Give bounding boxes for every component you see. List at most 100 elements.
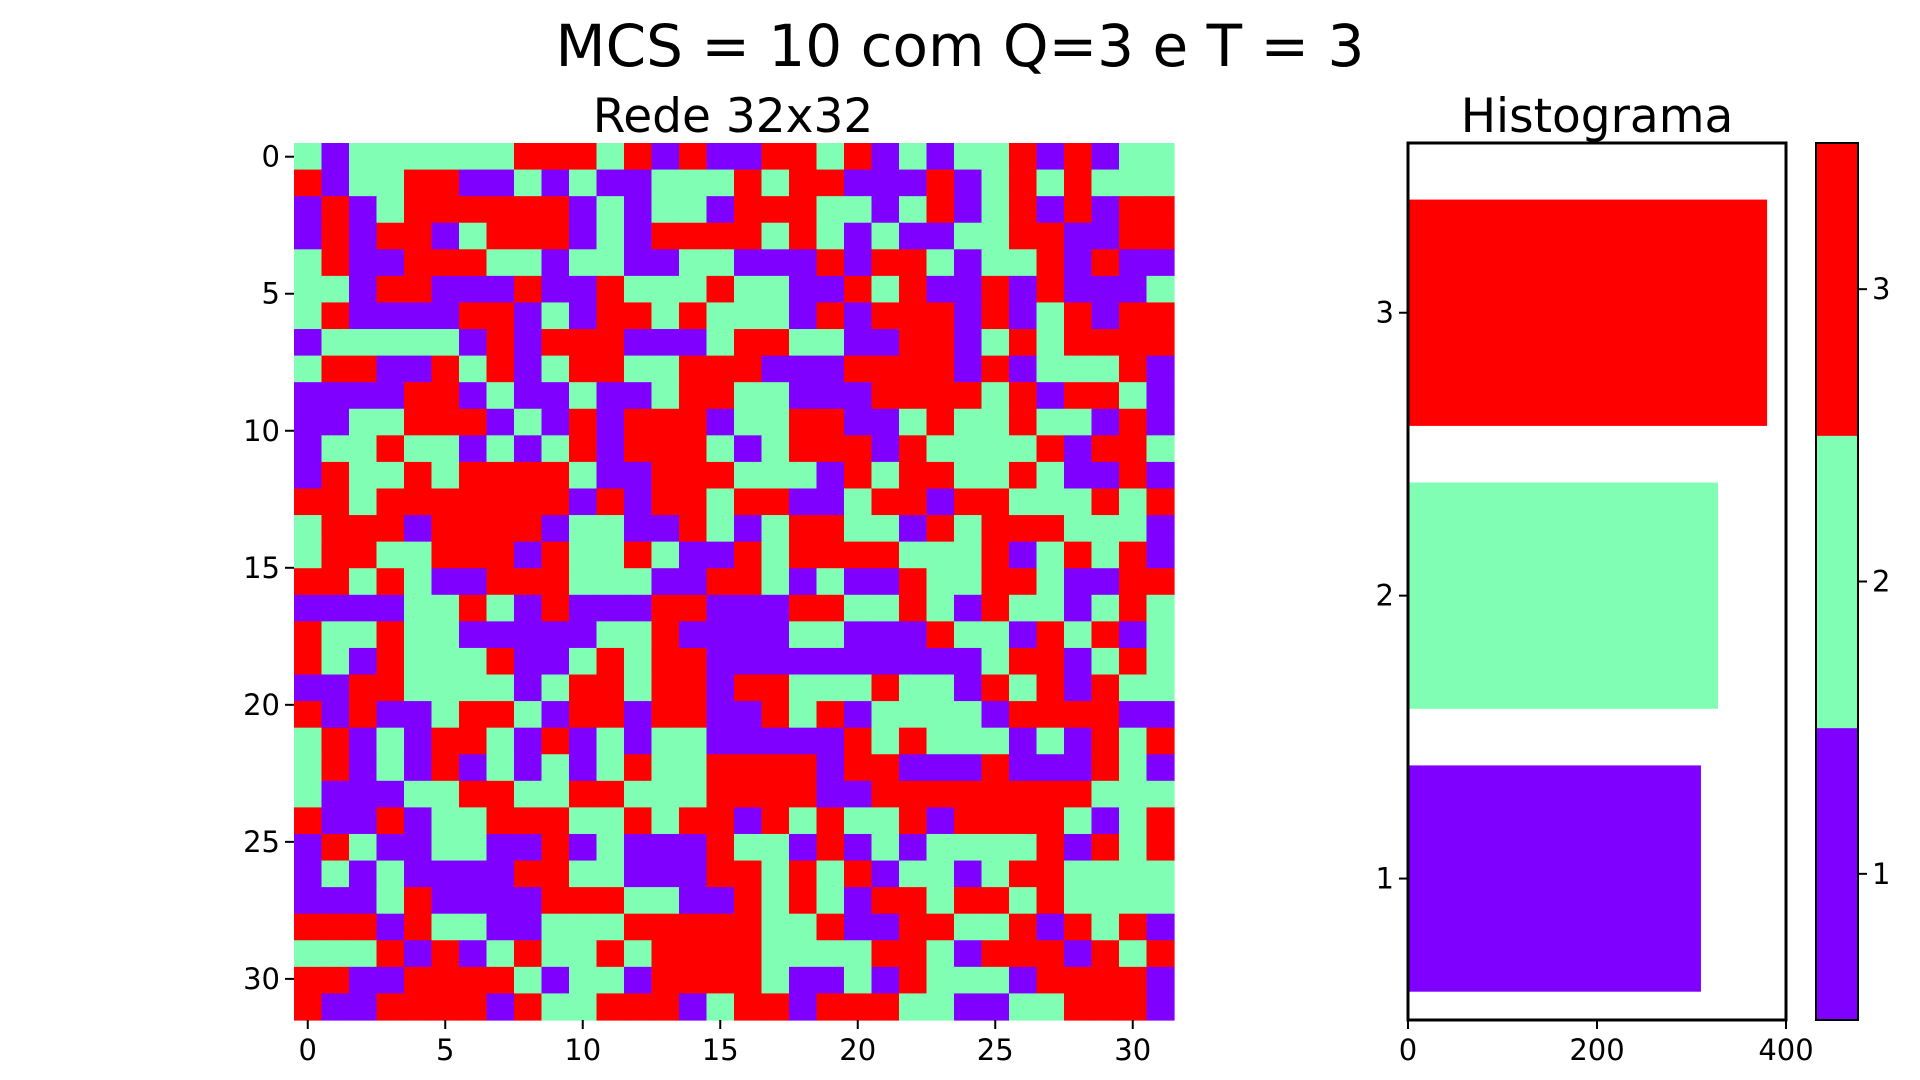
lattice-cell xyxy=(706,727,735,755)
lattice-cell xyxy=(1119,833,1148,862)
lattice-cell xyxy=(926,249,955,277)
lattice-cell xyxy=(954,621,983,649)
lattice-cell xyxy=(376,515,405,543)
lattice-cell xyxy=(706,143,735,171)
lattice-cell xyxy=(679,993,708,1021)
lattice-cell xyxy=(706,647,735,676)
lattice-cell xyxy=(816,169,845,197)
lattice-cell xyxy=(899,940,928,968)
lattice-cell xyxy=(1146,408,1175,436)
lattice-cell xyxy=(514,249,543,277)
lattice-cell xyxy=(541,222,570,250)
lattice-cell xyxy=(404,940,433,968)
lattice-cell xyxy=(596,408,625,436)
lattice-cell xyxy=(431,382,460,410)
lattice-cell xyxy=(459,541,488,569)
lattice-cell xyxy=(844,249,873,277)
lattice-cell xyxy=(679,302,708,330)
lattice-cell xyxy=(514,833,543,862)
lattice-cell xyxy=(431,222,460,250)
lattice-cell xyxy=(706,461,735,490)
lattice-cell xyxy=(431,940,460,968)
lattice-cell xyxy=(321,647,350,676)
lattice-cell xyxy=(816,621,845,649)
lattice-cell xyxy=(679,966,708,995)
lattice-cell xyxy=(734,488,763,516)
lattice-cell xyxy=(624,249,653,277)
lattice-cell xyxy=(624,461,653,490)
lattice-cell xyxy=(926,382,955,410)
lattice-cell xyxy=(321,382,350,410)
lattice-cell xyxy=(651,435,680,463)
lattice-cell xyxy=(706,621,735,649)
lattice-cell xyxy=(624,780,653,808)
lattice-cell xyxy=(734,408,763,436)
colorbar-segments xyxy=(1816,143,1858,1021)
lattice-cell xyxy=(569,887,598,915)
lattice-cell xyxy=(679,488,708,516)
lattice-cell xyxy=(1119,169,1148,197)
lattice-cell xyxy=(1146,222,1175,250)
lattice-cell xyxy=(679,408,708,436)
lattice-cell xyxy=(651,993,680,1021)
lattice-cell xyxy=(321,727,350,755)
lattice-cell xyxy=(926,355,955,383)
lattice-cell xyxy=(349,807,378,835)
lattice-cell xyxy=(816,435,845,463)
lattice-cell xyxy=(761,780,790,808)
lattice-cell xyxy=(954,461,983,490)
lattice-cell xyxy=(624,382,653,410)
lattice-cell xyxy=(899,860,928,888)
lattice-cell xyxy=(1009,169,1038,197)
lattice-y-ticks: 0 5 10 15 20 25 30 xyxy=(243,140,294,996)
lattice-cell xyxy=(844,780,873,808)
lattice-cell xyxy=(624,993,653,1021)
lattice-cell xyxy=(294,913,323,941)
lattice-cell xyxy=(376,674,405,702)
lattice-cell xyxy=(376,222,405,250)
colorbar-segment xyxy=(1816,727,1858,1021)
lattice-cell xyxy=(514,355,543,383)
lattice-cell xyxy=(981,647,1010,676)
lattice-cell xyxy=(376,913,405,941)
lattice-cell xyxy=(541,143,570,171)
lattice-cell xyxy=(1091,860,1120,888)
lattice-cell xyxy=(981,222,1010,250)
colorbar-segment xyxy=(1816,435,1858,729)
lattice-cell xyxy=(321,143,350,171)
lattice-cell xyxy=(1091,275,1120,304)
lattice-cell xyxy=(431,461,460,490)
lattice-cell xyxy=(404,143,433,171)
lattice-cell xyxy=(321,541,350,569)
lattice-cell xyxy=(596,461,625,490)
lattice-cell xyxy=(1064,196,1093,224)
lattice-cell xyxy=(1146,780,1175,808)
lattice-cell xyxy=(706,594,735,622)
lattice-cell xyxy=(459,196,488,224)
lattice-cell xyxy=(761,461,790,490)
lattice-cell xyxy=(789,887,818,915)
lattice-y-tick-label: 15 xyxy=(243,551,280,585)
lattice-cell xyxy=(1146,143,1175,171)
lattice-cell xyxy=(844,275,873,304)
lattice-cell xyxy=(761,993,790,1021)
lattice-cell xyxy=(1009,355,1038,383)
lattice-cell xyxy=(569,913,598,941)
lattice-cell xyxy=(486,196,515,224)
lattice-cell xyxy=(871,594,900,622)
lattice-cell xyxy=(459,913,488,941)
lattice-cell xyxy=(1091,541,1120,569)
lattice-cell xyxy=(376,727,405,755)
lattice-cell xyxy=(349,860,378,888)
lattice-cell xyxy=(294,249,323,277)
lattice-cell xyxy=(349,143,378,171)
lattice-y-tick-label: 20 xyxy=(243,688,280,722)
lattice-cell xyxy=(596,355,625,383)
lattice-cell xyxy=(679,647,708,676)
lattice-cell xyxy=(541,701,570,729)
lattice-cell xyxy=(514,940,543,968)
lattice-cell xyxy=(926,807,955,835)
lattice-cell xyxy=(514,169,543,197)
lattice-cell xyxy=(899,302,928,330)
lattice-cell xyxy=(1091,143,1120,171)
